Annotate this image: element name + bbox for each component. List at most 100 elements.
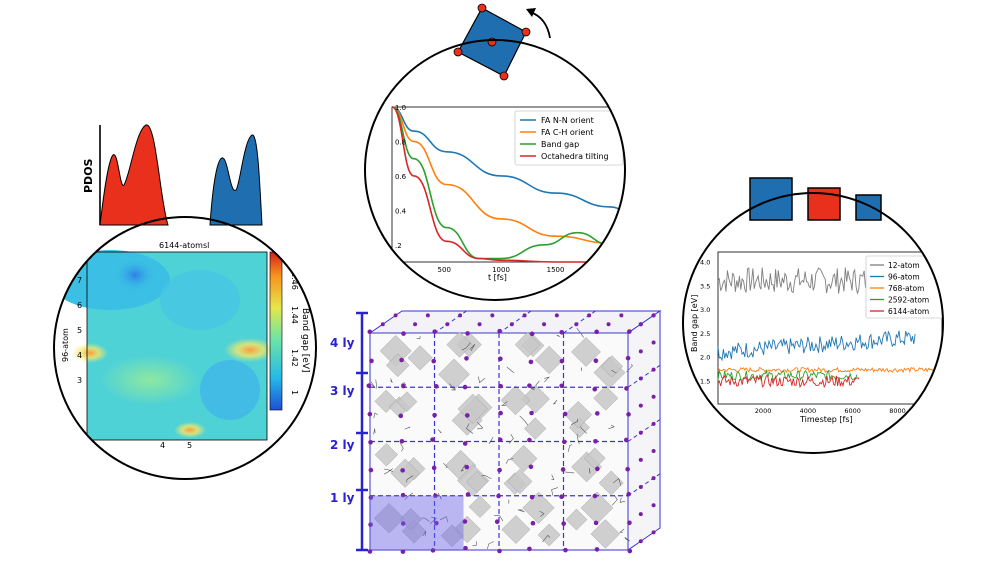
atom [606, 322, 611, 327]
atom [559, 383, 565, 389]
molecule-bond [588, 468, 591, 474]
atom [477, 322, 482, 327]
atom [458, 313, 463, 318]
bandgap-series-line [717, 366, 943, 374]
rotation-icon [453, 3, 551, 81]
octahedron [500, 385, 531, 416]
legend-entry: Band gap [541, 140, 579, 149]
atom [529, 494, 535, 500]
atom [651, 503, 656, 508]
atom [651, 367, 656, 372]
colorbar-tick: 1.46 [290, 272, 299, 290]
bandgap-ytick: 3.0 [700, 306, 710, 314]
atom [638, 322, 643, 327]
autocorr-ytick: .2 [395, 242, 402, 250]
octahedron [521, 384, 550, 414]
molecule-bond [448, 383, 457, 391]
atom [560, 467, 566, 472]
colorbar-tick: 1 [290, 390, 299, 395]
atom [587, 313, 592, 318]
molecule-bond [517, 509, 525, 513]
pdos-peak-red [99, 124, 169, 226]
cell-size-legend [749, 177, 882, 221]
bandgap-xtick: 6000 [844, 407, 861, 415]
molecule-bond [551, 487, 558, 496]
atom [638, 539, 643, 544]
atom [368, 467, 374, 473]
pdos-ylabel: PDOS [82, 158, 95, 193]
molecule-bond [476, 421, 484, 430]
atom [401, 331, 406, 336]
atom [592, 386, 598, 392]
atom [627, 520, 632, 526]
pdos-panel: PDOS [82, 124, 263, 226]
atom [369, 358, 374, 364]
octahedron [522, 491, 555, 524]
molecule-bond [619, 528, 625, 533]
molecule-bond [422, 531, 427, 537]
bandgap-series-line [717, 373, 860, 389]
atom [561, 521, 566, 526]
bandgap-series-line [717, 267, 889, 295]
molecule-bond [390, 378, 393, 383]
atom [393, 313, 398, 318]
legend-entry: 2592-atom [888, 296, 929, 305]
molecule-bond [544, 376, 550, 383]
octahedron [534, 345, 564, 375]
corner-atom [477, 3, 487, 13]
atom [380, 322, 385, 327]
heatmap-ytick: 5 [77, 326, 82, 335]
supercell-side-face [627, 310, 661, 551]
heatmap-title: 6144-atomsl [159, 241, 209, 250]
octahedron [564, 400, 593, 429]
heatmap-ytick: 7 [77, 276, 82, 285]
atom [594, 547, 600, 552]
atom [638, 484, 643, 489]
molecule-bond [430, 516, 437, 524]
molecule-bond [487, 541, 494, 550]
atom [445, 322, 450, 327]
atom [529, 410, 534, 416]
layer-bracket [356, 311, 368, 552]
atom [431, 358, 436, 364]
molecule-bond [400, 382, 407, 386]
molecule-bond [564, 471, 575, 474]
rotation-arrow-icon [529, 11, 551, 39]
atom [430, 437, 435, 442]
molecule-bond [375, 379, 377, 389]
octahedron [468, 495, 492, 519]
bandgap-legend-items: 12-atom 96-atom 768-atom 2592-atom 6144-atom [870, 261, 929, 316]
autocorr-ytick: 0.8 [395, 138, 406, 146]
autocorr-xtick: 500 [438, 266, 451, 274]
atom [399, 438, 405, 444]
octahedron [396, 391, 418, 413]
molecule-bond [613, 478, 622, 486]
bandgap-circle: 1.52.02.53.03.54.00 2000 4000 6000 8000 10000… [682, 192, 944, 454]
bandgap-xtick: 4000 [800, 407, 817, 415]
octahedron [440, 524, 464, 548]
atom [574, 322, 579, 327]
atom [542, 322, 547, 327]
molecule-bond [501, 401, 508, 406]
molecule-bond [570, 418, 578, 425]
molecule-bond [460, 464, 466, 472]
atom [625, 355, 631, 361]
atom [562, 439, 567, 445]
molecule-bond [443, 462, 448, 468]
atom [400, 492, 406, 498]
molecule-bond [611, 495, 618, 506]
molecule-bond [580, 426, 588, 434]
legend-entry: FA C-H orient [541, 128, 593, 137]
octahedron [600, 355, 624, 378]
atom [627, 329, 632, 334]
atom [638, 457, 643, 462]
molecule-bond [608, 424, 615, 430]
atom [638, 403, 643, 408]
atom [398, 413, 404, 419]
molecule-bond [466, 423, 474, 434]
bandgap-lines [717, 267, 943, 389]
molecule-bond [472, 541, 478, 546]
hot-spot-right [224, 338, 276, 362]
atom [494, 519, 500, 524]
